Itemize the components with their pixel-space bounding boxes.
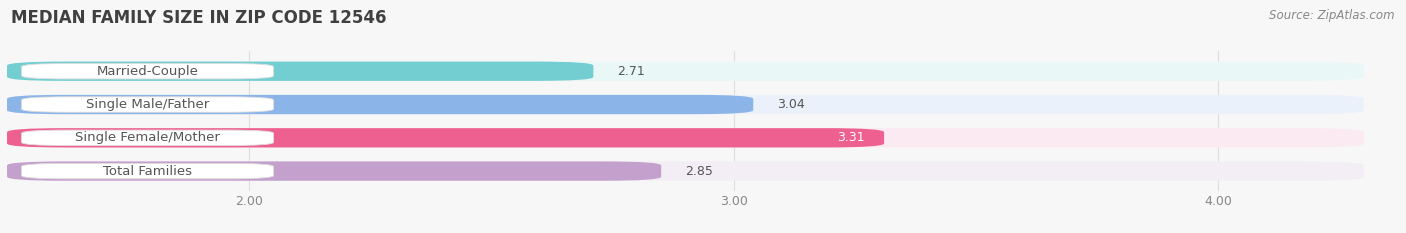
Text: 2.85: 2.85 xyxy=(685,164,713,178)
Text: Single Female/Mother: Single Female/Mother xyxy=(75,131,219,144)
FancyBboxPatch shape xyxy=(7,128,884,147)
FancyBboxPatch shape xyxy=(7,161,1364,181)
FancyBboxPatch shape xyxy=(7,161,661,181)
Text: 3.04: 3.04 xyxy=(778,98,806,111)
FancyBboxPatch shape xyxy=(21,130,274,146)
FancyBboxPatch shape xyxy=(7,95,754,114)
FancyBboxPatch shape xyxy=(7,128,1364,147)
Text: MEDIAN FAMILY SIZE IN ZIP CODE 12546: MEDIAN FAMILY SIZE IN ZIP CODE 12546 xyxy=(11,9,387,27)
FancyBboxPatch shape xyxy=(21,64,274,79)
FancyBboxPatch shape xyxy=(7,62,593,81)
Text: Source: ZipAtlas.com: Source: ZipAtlas.com xyxy=(1270,9,1395,22)
FancyBboxPatch shape xyxy=(7,62,1364,81)
FancyBboxPatch shape xyxy=(21,97,274,112)
Text: Single Male/Father: Single Male/Father xyxy=(86,98,209,111)
Text: Total Families: Total Families xyxy=(103,164,193,178)
Text: Married-Couple: Married-Couple xyxy=(97,65,198,78)
Text: 3.31: 3.31 xyxy=(837,131,865,144)
FancyBboxPatch shape xyxy=(7,95,1364,114)
FancyBboxPatch shape xyxy=(21,163,274,179)
Text: 2.71: 2.71 xyxy=(617,65,645,78)
